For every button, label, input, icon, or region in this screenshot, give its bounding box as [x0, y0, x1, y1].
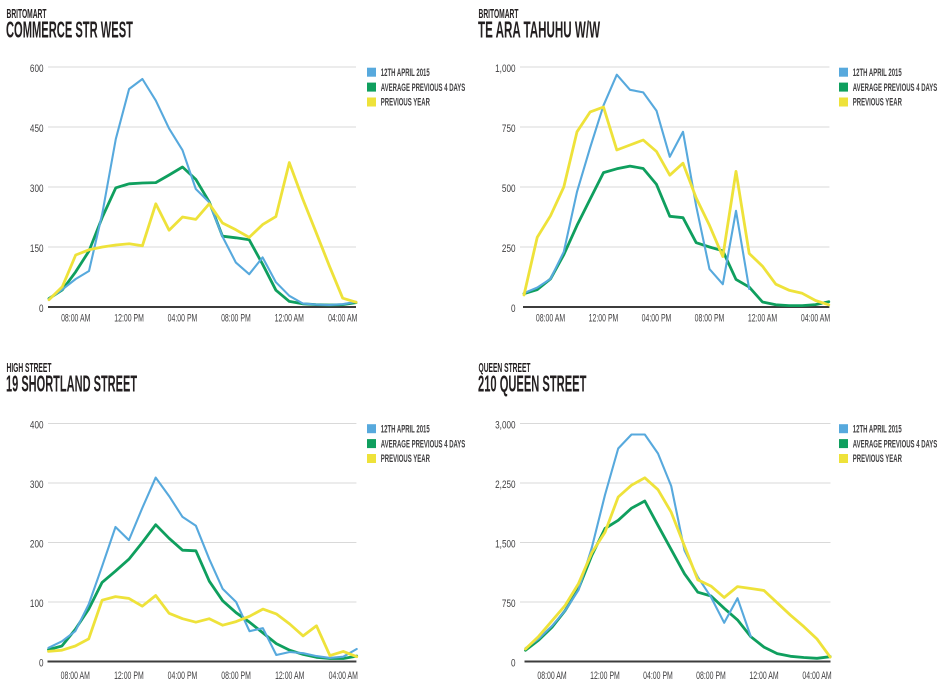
- svg-text:500: 500: [502, 183, 516, 196]
- svg-text:QUEEN STREET: QUEEN STREET: [479, 362, 532, 376]
- svg-text:100: 100: [30, 598, 44, 611]
- svg-text:12TH APRIL 2015: 12TH APRIL 2015: [381, 66, 430, 78]
- svg-text:0: 0: [511, 657, 516, 670]
- svg-text:COMMERCE STR WEST: COMMERCE STR WEST: [6, 17, 133, 42]
- svg-text:12TH APRIL 2015: 12TH APRIL 2015: [853, 66, 902, 78]
- svg-text:1,000: 1,000: [495, 63, 515, 76]
- svg-text:08:00 PM: 08:00 PM: [221, 669, 251, 681]
- svg-text:12:00 AM: 12:00 AM: [275, 669, 304, 681]
- svg-text:PREVIOUS YEAR: PREVIOUS YEAR: [853, 96, 903, 108]
- svg-text:12:00 AM: 12:00 AM: [749, 669, 778, 681]
- svg-text:1,500: 1,500: [495, 538, 515, 551]
- svg-text:210 QUEEN STREET: 210 QUEEN STREET: [478, 371, 586, 396]
- svg-text:AVERAGE PREVIOUS 4 DAYS: AVERAGE PREVIOUS 4 DAYS: [853, 437, 938, 449]
- svg-text:750: 750: [502, 598, 516, 611]
- svg-text:2,250: 2,250: [495, 479, 515, 492]
- svg-text:12TH APRIL 2015: 12TH APRIL 2015: [853, 422, 902, 434]
- svg-text:08:00 AM: 08:00 AM: [61, 669, 90, 681]
- svg-text:04:00 AM: 04:00 AM: [329, 669, 358, 681]
- svg-text:PREVIOUS YEAR: PREVIOUS YEAR: [381, 96, 431, 108]
- svg-text:0: 0: [39, 657, 44, 670]
- svg-text:BRITOMART: BRITOMART: [479, 8, 520, 22]
- svg-text:04:00 AM: 04:00 AM: [801, 312, 830, 324]
- svg-text:TE ARA TAHUHU W/W: TE ARA TAHUHU W/W: [478, 17, 601, 42]
- svg-text:400: 400: [30, 419, 44, 432]
- svg-text:PREVIOUS YEAR: PREVIOUS YEAR: [381, 452, 431, 464]
- svg-text:04:00 AM: 04:00 AM: [328, 312, 357, 324]
- svg-text:0: 0: [39, 303, 44, 316]
- svg-text:04:00 PM: 04:00 PM: [643, 669, 673, 681]
- svg-text:600: 600: [30, 63, 44, 76]
- svg-text:750: 750: [502, 123, 516, 136]
- svg-text:12TH APRIL 2015: 12TH APRIL 2015: [381, 422, 430, 434]
- svg-text:450: 450: [30, 123, 44, 136]
- svg-text:AVERAGE PREVIOUS 4 DAYS: AVERAGE PREVIOUS 4 DAYS: [381, 437, 466, 449]
- svg-text:300: 300: [30, 479, 44, 492]
- svg-text:300: 300: [30, 183, 44, 196]
- svg-text:19 SHORTLAND STREET: 19 SHORTLAND STREET: [6, 371, 137, 396]
- svg-text:12:00 PM: 12:00 PM: [114, 312, 144, 324]
- svg-text:08:00 PM: 08:00 PM: [221, 312, 251, 324]
- svg-text:04:00 PM: 04:00 PM: [168, 669, 198, 681]
- svg-text:12:00 AM: 12:00 AM: [275, 312, 304, 324]
- svg-text:BRITOMART: BRITOMART: [7, 8, 48, 22]
- svg-text:04:00 AM: 04:00 AM: [802, 669, 831, 681]
- svg-text:12:00 PM: 12:00 PM: [114, 669, 144, 681]
- svg-text:04:00 PM: 04:00 PM: [642, 312, 672, 324]
- svg-text:12:00 AM: 12:00 AM: [748, 312, 777, 324]
- svg-text:08:00 AM: 08:00 AM: [537, 669, 566, 681]
- svg-text:04:00 PM: 04:00 PM: [168, 312, 198, 324]
- svg-text:150: 150: [30, 243, 44, 256]
- svg-text:08:00 PM: 08:00 PM: [695, 312, 725, 324]
- svg-text:HIGH STREET: HIGH STREET: [7, 362, 53, 376]
- svg-text:AVERAGE PREVIOUS 4 DAYS: AVERAGE PREVIOUS 4 DAYS: [381, 81, 466, 93]
- svg-text:3,000: 3,000: [495, 419, 515, 432]
- svg-text:PREVIOUS YEAR: PREVIOUS YEAR: [853, 452, 903, 464]
- svg-text:08:00 PM: 08:00 PM: [696, 669, 726, 681]
- svg-text:08:00 AM: 08:00 AM: [61, 312, 90, 324]
- svg-text:12:00 PM: 12:00 PM: [589, 312, 619, 324]
- svg-text:AVERAGE PREVIOUS 4 DAYS: AVERAGE PREVIOUS 4 DAYS: [853, 81, 938, 93]
- svg-text:250: 250: [502, 243, 516, 256]
- svg-text:200: 200: [30, 538, 44, 551]
- svg-text:0: 0: [511, 303, 516, 316]
- svg-text:08:00 AM: 08:00 AM: [536, 312, 565, 324]
- svg-text:12:00 PM: 12:00 PM: [590, 669, 620, 681]
